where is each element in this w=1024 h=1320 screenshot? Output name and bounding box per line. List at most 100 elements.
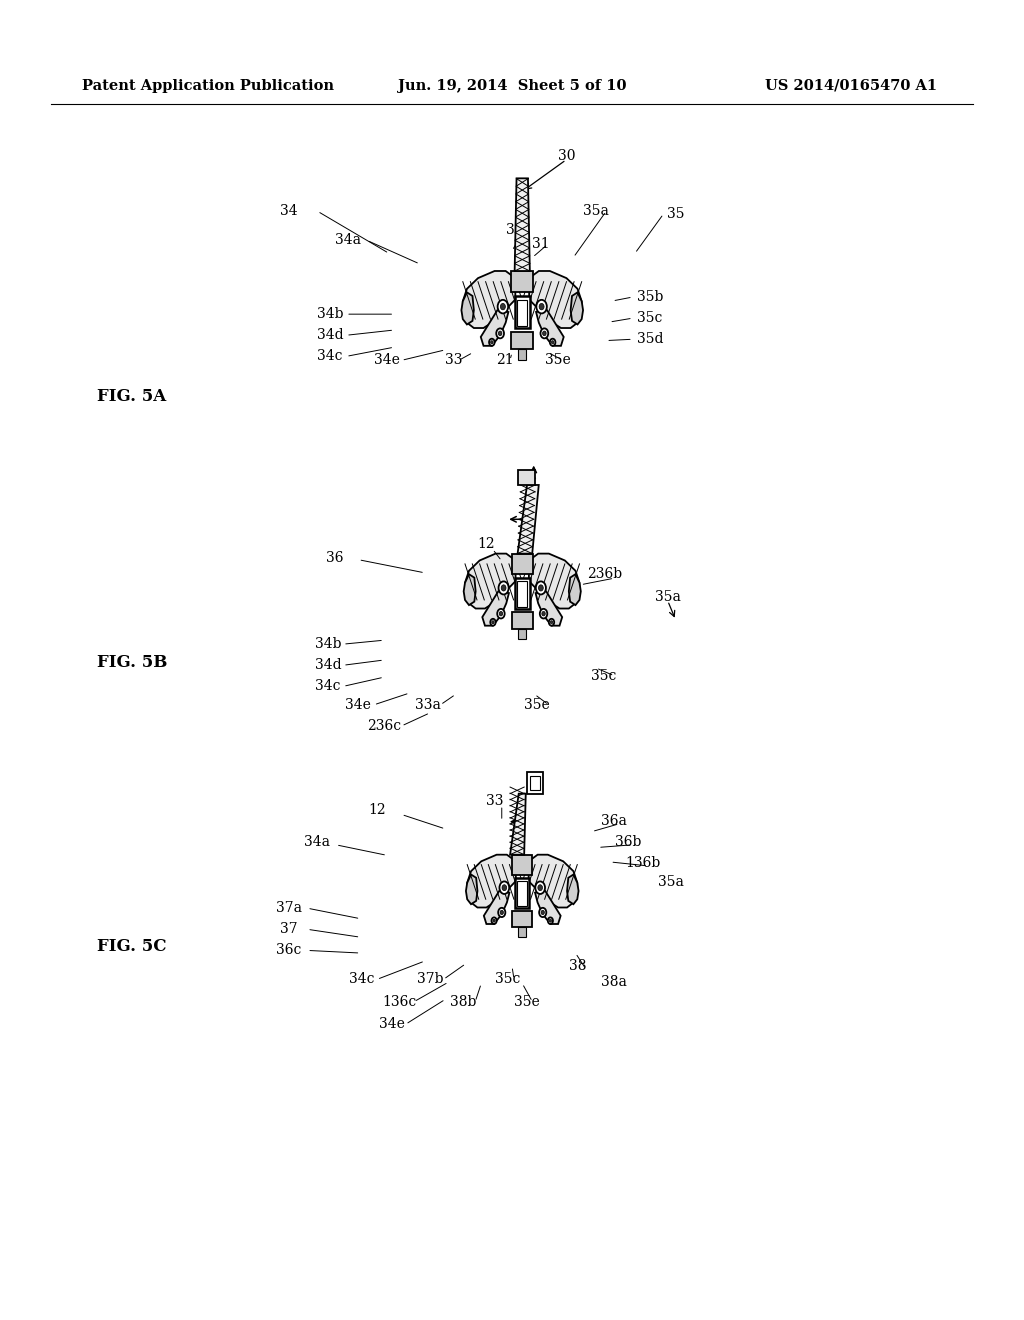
Text: 36: 36 bbox=[506, 223, 524, 236]
Text: 35c: 35c bbox=[496, 973, 520, 986]
Text: 36: 36 bbox=[326, 552, 344, 565]
Text: 33: 33 bbox=[485, 795, 504, 808]
Circle shape bbox=[492, 620, 495, 624]
Polygon shape bbox=[567, 874, 579, 904]
Polygon shape bbox=[515, 878, 529, 908]
Circle shape bbox=[550, 620, 553, 624]
Polygon shape bbox=[517, 882, 527, 906]
Polygon shape bbox=[515, 178, 529, 271]
Text: 35a: 35a bbox=[654, 590, 681, 603]
Polygon shape bbox=[517, 581, 527, 607]
Circle shape bbox=[489, 339, 495, 346]
Text: FIG. 5A: FIG. 5A bbox=[97, 388, 167, 404]
Polygon shape bbox=[481, 310, 508, 346]
Text: Patent Application Publication: Patent Application Publication bbox=[82, 79, 334, 92]
Polygon shape bbox=[466, 874, 477, 904]
Text: 35e: 35e bbox=[523, 698, 550, 711]
Text: FIG. 5B: FIG. 5B bbox=[97, 655, 168, 671]
Text: 35e: 35e bbox=[514, 995, 541, 1008]
Text: FIG. 5C: FIG. 5C bbox=[97, 939, 167, 954]
Polygon shape bbox=[528, 553, 580, 609]
Polygon shape bbox=[511, 271, 534, 293]
Circle shape bbox=[497, 329, 504, 338]
Text: 136b: 136b bbox=[626, 857, 660, 870]
Text: 12: 12 bbox=[477, 537, 496, 550]
Circle shape bbox=[536, 581, 546, 594]
Text: 33: 33 bbox=[444, 354, 463, 367]
Polygon shape bbox=[518, 630, 526, 639]
Circle shape bbox=[500, 882, 509, 894]
Polygon shape bbox=[512, 855, 532, 874]
Text: 33a: 33a bbox=[415, 698, 441, 711]
Circle shape bbox=[493, 919, 496, 923]
Circle shape bbox=[499, 581, 509, 594]
Text: 31: 31 bbox=[531, 238, 550, 251]
Circle shape bbox=[543, 331, 546, 335]
Text: 37b: 37b bbox=[417, 973, 443, 986]
Polygon shape bbox=[465, 553, 516, 609]
Text: 38a: 38a bbox=[601, 975, 628, 989]
Polygon shape bbox=[512, 911, 532, 927]
Circle shape bbox=[502, 884, 507, 891]
Text: 35a: 35a bbox=[657, 875, 684, 888]
Polygon shape bbox=[517, 300, 527, 326]
Circle shape bbox=[501, 304, 506, 310]
Circle shape bbox=[539, 304, 544, 310]
Polygon shape bbox=[530, 776, 541, 791]
Text: 34e: 34e bbox=[374, 354, 400, 367]
Polygon shape bbox=[518, 470, 536, 484]
Polygon shape bbox=[511, 331, 534, 350]
Polygon shape bbox=[528, 855, 578, 908]
Polygon shape bbox=[510, 793, 525, 855]
Polygon shape bbox=[536, 591, 562, 626]
Polygon shape bbox=[570, 293, 583, 325]
Polygon shape bbox=[515, 578, 529, 609]
Circle shape bbox=[549, 619, 554, 626]
Text: 34a: 34a bbox=[335, 234, 361, 247]
Text: 34c: 34c bbox=[349, 973, 374, 986]
Polygon shape bbox=[537, 310, 563, 346]
Circle shape bbox=[501, 585, 506, 591]
Polygon shape bbox=[512, 553, 532, 574]
Text: 38: 38 bbox=[568, 960, 587, 973]
Text: 35b: 35b bbox=[637, 290, 664, 304]
Text: 34b: 34b bbox=[317, 308, 344, 321]
Polygon shape bbox=[515, 296, 529, 327]
Circle shape bbox=[541, 911, 545, 915]
Circle shape bbox=[500, 611, 503, 616]
Text: US 2014/0165470 A1: US 2014/0165470 A1 bbox=[765, 79, 937, 92]
Polygon shape bbox=[462, 293, 474, 325]
Text: 136c: 136c bbox=[382, 995, 417, 1008]
Circle shape bbox=[499, 331, 502, 335]
Text: 21: 21 bbox=[496, 354, 514, 367]
Polygon shape bbox=[482, 591, 509, 626]
Circle shape bbox=[498, 908, 506, 917]
Polygon shape bbox=[535, 891, 561, 924]
Polygon shape bbox=[463, 271, 515, 327]
Circle shape bbox=[548, 917, 553, 924]
Circle shape bbox=[536, 882, 545, 894]
Circle shape bbox=[500, 911, 504, 915]
Text: 34a: 34a bbox=[304, 836, 331, 849]
Polygon shape bbox=[518, 350, 526, 360]
Text: 36c: 36c bbox=[276, 944, 301, 957]
Circle shape bbox=[498, 300, 508, 313]
Text: 35d: 35d bbox=[637, 333, 664, 346]
Text: 34b: 34b bbox=[315, 638, 342, 651]
Polygon shape bbox=[527, 772, 543, 793]
Polygon shape bbox=[529, 271, 582, 327]
Text: 34: 34 bbox=[280, 205, 298, 218]
Circle shape bbox=[537, 300, 547, 313]
Text: 36b: 36b bbox=[614, 836, 641, 849]
Text: 34e: 34e bbox=[379, 1018, 406, 1031]
Text: 37a: 37a bbox=[275, 902, 302, 915]
Text: Jun. 19, 2014  Sheet 5 of 10: Jun. 19, 2014 Sheet 5 of 10 bbox=[397, 79, 627, 92]
Circle shape bbox=[540, 609, 547, 619]
Text: 34e: 34e bbox=[345, 698, 372, 711]
Text: 35c: 35c bbox=[637, 312, 663, 325]
Circle shape bbox=[551, 341, 554, 345]
Text: 236c: 236c bbox=[367, 719, 401, 733]
Circle shape bbox=[490, 341, 494, 345]
Text: 30: 30 bbox=[557, 149, 575, 162]
Polygon shape bbox=[517, 484, 539, 553]
